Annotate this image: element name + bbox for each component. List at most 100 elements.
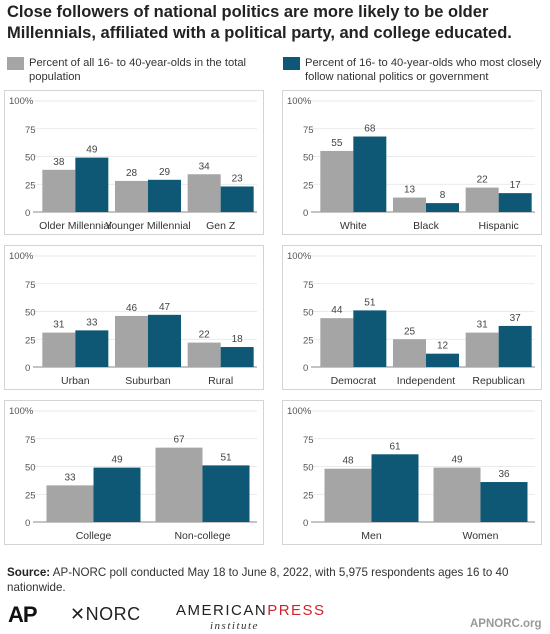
category-label: Suburban bbox=[125, 375, 171, 387]
chart-title: Close followers of national politics are… bbox=[7, 3, 512, 42]
y-tick-label: 75 bbox=[25, 125, 36, 136]
data-label: 25 bbox=[404, 326, 416, 337]
panel-community: 0 25 50 75 100% 31 33 Urban 46 47 Suburban 22 18 Rura… bbox=[4, 245, 264, 390]
legend-swatch-total bbox=[7, 57, 24, 70]
panel-race: 0 25 50 75 100% 55 68 White 13 8 Black 22 17 Hispanic bbox=[282, 90, 542, 235]
bar bbox=[155, 447, 203, 522]
chart-generation: 0 25 50 75 100% 38 49 Older Millennial 28 29 Young… bbox=[9, 96, 257, 232]
category-label: College bbox=[76, 530, 112, 542]
y-tick-label: 0 bbox=[25, 518, 30, 529]
y-tick-label: 25 bbox=[303, 180, 314, 191]
y-tick-label: 25 bbox=[25, 335, 36, 346]
ap-logo: AP bbox=[8, 602, 38, 627]
bar bbox=[187, 342, 221, 367]
bar bbox=[393, 339, 426, 367]
data-label: 18 bbox=[232, 334, 244, 345]
bar bbox=[433, 467, 481, 522]
category-label: Democrat bbox=[331, 375, 377, 387]
bar bbox=[115, 315, 148, 367]
y-tick-label: 25 bbox=[303, 490, 314, 501]
category-label: White bbox=[340, 220, 367, 232]
y-tick-label: 25 bbox=[25, 180, 36, 191]
y-tick-label: 100% bbox=[287, 251, 312, 262]
bar bbox=[220, 186, 254, 212]
data-label: 31 bbox=[53, 320, 65, 331]
data-label: 13 bbox=[404, 185, 416, 196]
data-label: 12 bbox=[437, 341, 449, 352]
bar bbox=[465, 332, 499, 367]
data-label: 49 bbox=[86, 145, 98, 156]
bar bbox=[480, 482, 528, 522]
data-label: 51 bbox=[364, 297, 376, 308]
norc-logo: ✕NORC bbox=[70, 604, 141, 624]
category-label: Urban bbox=[61, 375, 90, 387]
data-label: 33 bbox=[86, 317, 98, 328]
data-label: 47 bbox=[159, 302, 171, 313]
bar bbox=[426, 353, 459, 367]
data-label: 37 bbox=[510, 313, 522, 324]
data-label: 46 bbox=[126, 303, 138, 314]
bar bbox=[148, 314, 181, 367]
data-label: 34 bbox=[199, 161, 211, 172]
data-label: 51 bbox=[220, 452, 232, 463]
y-tick-label: 25 bbox=[303, 335, 314, 346]
y-tick-label: 100% bbox=[9, 251, 34, 262]
y-tick-label: 0 bbox=[303, 208, 308, 219]
data-label: 28 bbox=[126, 168, 138, 179]
panel-generation: 0 25 50 75 100% 38 49 Older Millennial 28 29 Young… bbox=[4, 90, 264, 235]
data-label: 22 bbox=[477, 175, 489, 186]
data-label: 48 bbox=[342, 456, 354, 467]
y-tick-label: 75 bbox=[25, 280, 36, 291]
y-tick-label: 100% bbox=[287, 406, 312, 417]
data-label: 23 bbox=[232, 173, 244, 184]
data-label: 36 bbox=[498, 469, 510, 480]
chart-race: 0 25 50 75 100% 55 68 White 13 8 Black 22 17 Hispanic bbox=[287, 96, 535, 232]
category-label: Rural bbox=[208, 375, 233, 387]
y-tick-label: 75 bbox=[303, 435, 314, 446]
category-label: Black bbox=[413, 220, 439, 232]
data-label: 33 bbox=[64, 472, 76, 483]
y-tick-label: 100% bbox=[9, 96, 34, 107]
category-label: Non-college bbox=[174, 530, 230, 542]
bar bbox=[187, 174, 221, 212]
chart-community: 0 25 50 75 100% 31 33 Urban 46 47 Suburban 22 18 Rura… bbox=[9, 251, 257, 387]
data-label: 44 bbox=[331, 305, 343, 316]
bar bbox=[220, 347, 254, 367]
y-tick-label: 100% bbox=[287, 96, 312, 107]
y-tick-label: 50 bbox=[25, 463, 36, 474]
y-tick-label: 25 bbox=[25, 490, 36, 501]
bar bbox=[93, 467, 141, 522]
data-label: 31 bbox=[477, 320, 489, 331]
bar bbox=[42, 169, 76, 212]
bar bbox=[498, 193, 532, 212]
source-note: Source: AP-NORC poll conducted May 18 to… bbox=[7, 565, 542, 595]
data-label: 67 bbox=[173, 435, 185, 446]
y-tick-label: 75 bbox=[25, 435, 36, 446]
data-label: 61 bbox=[389, 441, 401, 452]
category-label: Younger Millennial bbox=[105, 220, 190, 232]
bar bbox=[393, 197, 426, 212]
y-tick-label: 0 bbox=[25, 363, 30, 374]
data-label: 68 bbox=[364, 124, 376, 135]
y-tick-label: 50 bbox=[303, 308, 314, 319]
category-label: Older Millennial bbox=[39, 220, 111, 232]
y-tick-label: 0 bbox=[303, 518, 308, 529]
chart-gender: 0 25 50 75 100% 48 61 Men 49 36 Women bbox=[287, 406, 535, 542]
data-label: 49 bbox=[451, 455, 463, 466]
y-tick-label: 0 bbox=[303, 363, 308, 374]
source-label: Source: bbox=[7, 566, 51, 579]
data-label: 8 bbox=[440, 190, 446, 201]
american-press-institute-logo: AMERICANPRESS bbox=[176, 602, 326, 619]
category-label: Republican bbox=[472, 375, 525, 387]
data-label: 29 bbox=[159, 167, 171, 178]
category-label: Hispanic bbox=[479, 220, 519, 232]
bar bbox=[426, 203, 459, 212]
panel-gender: 0 25 50 75 100% 48 61 Men 49 36 Women bbox=[282, 400, 542, 545]
panel-education: 0 25 50 75 100% 33 49 College 67 51 Non-college bbox=[4, 400, 264, 545]
source-text: AP-NORC poll conducted May 18 to June 8,… bbox=[7, 566, 509, 594]
chart-party: 0 25 50 75 100% 44 51 Democrat 25 12 Independent 31… bbox=[287, 251, 535, 387]
category-label: Independent bbox=[397, 375, 455, 387]
bar bbox=[371, 454, 419, 522]
chart-education: 0 25 50 75 100% 33 49 College 67 51 Non-college bbox=[9, 406, 257, 542]
data-label: 38 bbox=[53, 157, 65, 168]
